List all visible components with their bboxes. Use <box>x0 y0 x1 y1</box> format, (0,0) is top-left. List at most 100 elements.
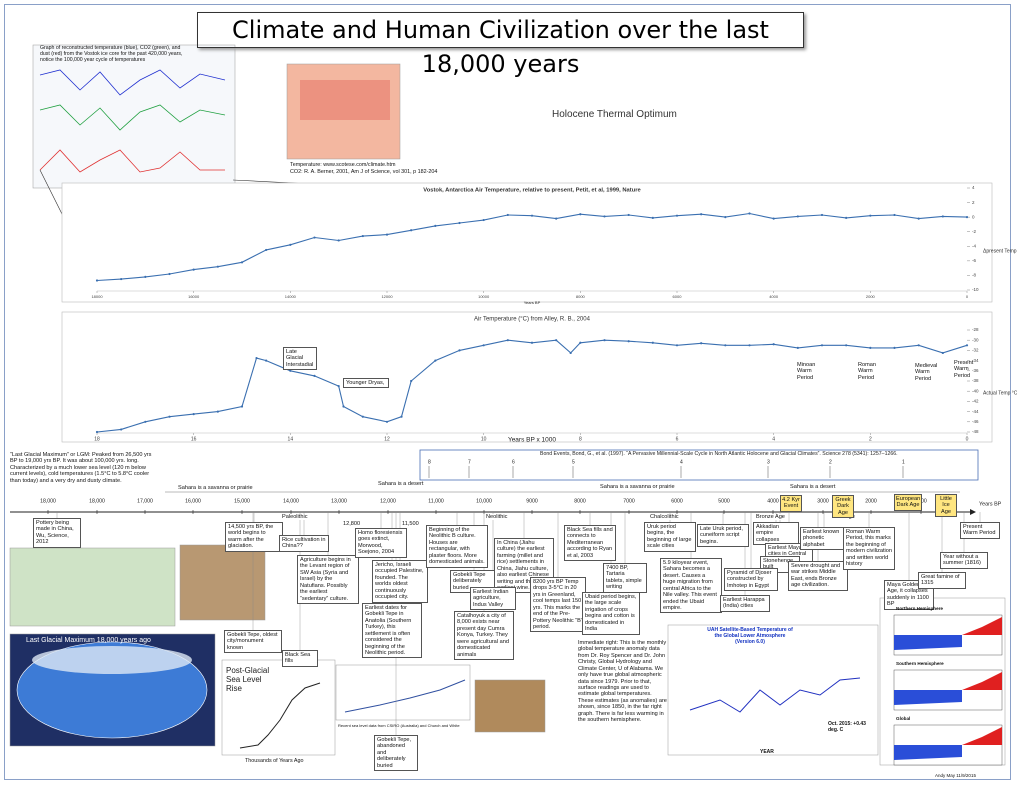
poster-title: Climate and Human Civilization over the … <box>197 12 804 78</box>
data-point <box>192 413 195 416</box>
bond-event: 3 <box>767 459 770 465</box>
co2-credit: Temperature: www.scotese.com/climate.htm <box>290 162 396 168</box>
event-box: Earliest Harappa (India) cities <box>720 595 770 612</box>
timeline-tick-label: 18,000 <box>40 498 56 504</box>
event-box: Late Uruk period, cuneiform script begin… <box>697 524 749 548</box>
event-box: Gobekli Tepe, abandoned and deliberately… <box>374 735 418 772</box>
data-point <box>458 221 461 225</box>
data-point <box>400 415 403 418</box>
sea-level-x-label: Thousands of Years Ago <box>245 758 304 764</box>
x-tick-label: 6 <box>676 436 679 442</box>
y-tick-label: 4 <box>972 185 975 190</box>
x-tick-label: 18000 <box>91 294 103 299</box>
data-point <box>724 344 727 347</box>
event-box: Rice cultivation in China?? <box>279 535 329 552</box>
x-axis-label: Years BP x 1000 <box>508 437 556 444</box>
data-point <box>555 217 558 220</box>
data-point <box>434 359 437 362</box>
data-point <box>289 243 292 246</box>
y-tick-label: -6 <box>972 258 976 263</box>
data-point <box>385 233 389 236</box>
y-tick-label: 2 <box>972 200 975 205</box>
data-point <box>120 428 123 431</box>
uah-latest: Oct. 2015: +0.43 deg. C <box>828 721 866 733</box>
uah-title: UAH Satellite-Based Temperature of the G… <box>707 627 793 645</box>
x-tick-label: 2000 <box>866 294 876 299</box>
event-box: Pottery being made in China, Wu, Science… <box>33 518 81 548</box>
sea-level-title: Post-Glacial Sea Level Rise <box>226 666 270 694</box>
timeline-tick-label: 8000 <box>574 498 586 504</box>
timeline-tick-label: 14,000 <box>283 498 299 504</box>
data-point <box>845 216 848 219</box>
x-tick-label: 14 <box>288 436 294 442</box>
x-tick-label: 0 <box>966 294 969 299</box>
hemisphere-title: Global <box>896 716 911 721</box>
x-tick-label: 18 <box>94 436 100 442</box>
data-point <box>869 346 872 349</box>
y-tick-label: -4 <box>972 243 976 248</box>
small-temp-trace <box>39 69 226 96</box>
timeline-tick-label: 15,000 <box>234 498 250 504</box>
data-point <box>95 279 99 282</box>
data-point <box>603 215 606 218</box>
data-point <box>337 385 340 388</box>
data-point <box>700 213 703 216</box>
x-tick-label: 10000 <box>478 294 490 299</box>
data-point <box>675 214 679 217</box>
period-label: Bronze Age <box>756 514 785 521</box>
y-tick-label: -8 <box>972 273 976 278</box>
event-box: Beginning of the Neolithic B culture. Ho… <box>426 525 488 568</box>
highlight-event: Little Ice Age <box>935 494 957 518</box>
timeline-tick-label: 9000 <box>526 498 538 504</box>
chart-annotation: Late Glacial Interstadial <box>283 347 317 371</box>
x-tick-label: 8 <box>579 436 582 442</box>
timeline-tick-label: 17,000 <box>137 498 153 504</box>
vostok-420k-figure <box>32 44 236 189</box>
data-point <box>120 277 123 281</box>
data-point <box>216 410 219 413</box>
x-tick-label: 12 <box>384 436 390 442</box>
x-tick-label: 0 <box>966 436 969 442</box>
event-box: Jericho, Israeli occupied Palestine, fou… <box>372 560 428 603</box>
period-label: Chalcolithic <box>650 514 679 521</box>
hemisphere-title: Northern Hemisphere <box>896 606 943 611</box>
recent-sea-level-trace <box>344 679 466 713</box>
chart-annotation: Roman Warm Period <box>858 362 877 381</box>
x-tick-label: 8000 <box>576 294 586 299</box>
event-box: Maya Golden Age, it collapses suddenly i… <box>884 580 934 610</box>
y-tick-label: 0 <box>972 214 975 219</box>
bond-citation: Bond Events, Bond, G., et al. (1997). “A… <box>540 451 898 457</box>
data-point <box>410 379 413 383</box>
data-point <box>410 229 413 232</box>
data-point <box>192 268 195 271</box>
timeline-tick-label: 7000 <box>623 498 635 504</box>
timeline-tick-label: 6000 <box>671 498 683 504</box>
bond-event: 2 <box>829 459 832 465</box>
data-point <box>168 415 171 418</box>
chart-frame <box>61 311 993 443</box>
data-point <box>796 215 799 218</box>
data-point <box>603 339 606 342</box>
chart-annotation: Present Warm Period <box>954 360 974 379</box>
timeline-tick-label: 4000 <box>767 498 779 504</box>
timeline-mark: 12,800 <box>343 521 361 527</box>
event-box: Catalhoyuk a city of 8,000 exists near p… <box>454 611 514 660</box>
data-point <box>342 405 345 408</box>
x-tick-label: 12000 <box>381 294 393 299</box>
uah-trace <box>689 677 861 713</box>
data-point <box>941 215 944 218</box>
y-tick-label: -32 <box>972 348 979 353</box>
highlight-event: 4.2 Kyr Event <box>780 495 802 512</box>
data-point <box>820 344 824 347</box>
co2-band <box>300 80 390 120</box>
timeline-arrow <box>970 509 976 515</box>
y-tick-label: -42 <box>972 399 979 404</box>
event-box: Great famine of 1315 <box>918 572 966 589</box>
data-point <box>820 213 824 217</box>
timeline-mark: 11,500 <box>402 521 419 527</box>
y-tick-label: -10 <box>972 287 979 292</box>
data-point <box>144 420 147 423</box>
data-point <box>579 341 582 344</box>
